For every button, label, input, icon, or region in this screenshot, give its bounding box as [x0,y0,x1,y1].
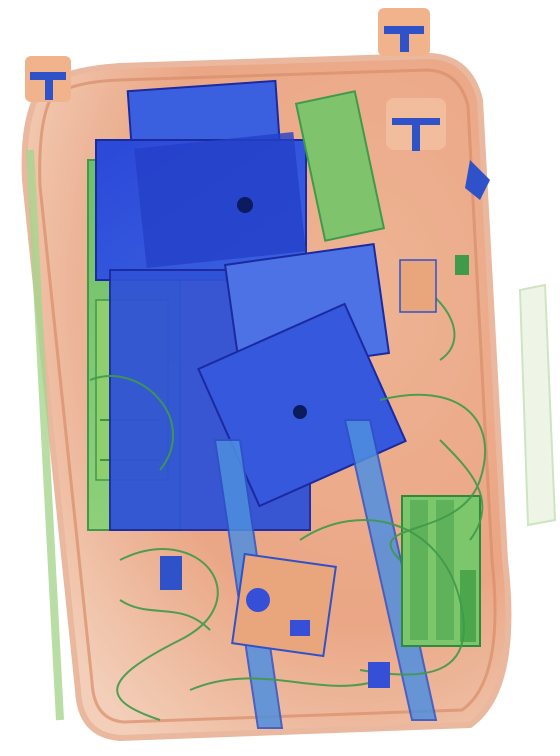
laptop-stack [95,79,407,531]
cables [89,279,486,721]
small-board [231,552,337,658]
wheel-top-right [378,8,430,56]
clasp-right [386,98,446,151]
wheel-top-left [25,56,71,102]
misc-items [160,160,490,688]
battery-pack [401,495,481,647]
